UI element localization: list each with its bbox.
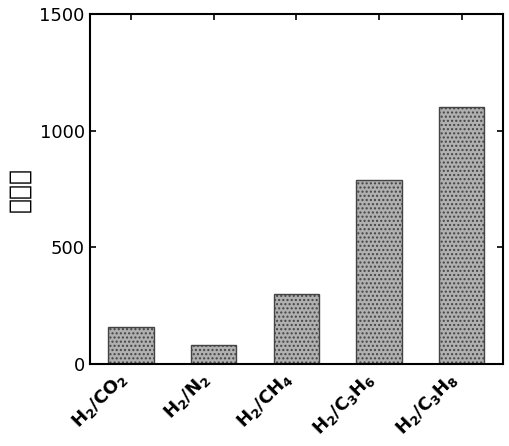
Bar <box>356 180 401 364</box>
Bar <box>190 346 236 364</box>
Bar <box>108 327 153 364</box>
Y-axis label: 选择性: 选择性 <box>7 166 31 211</box>
Bar <box>273 294 319 364</box>
Bar <box>438 107 484 364</box>
